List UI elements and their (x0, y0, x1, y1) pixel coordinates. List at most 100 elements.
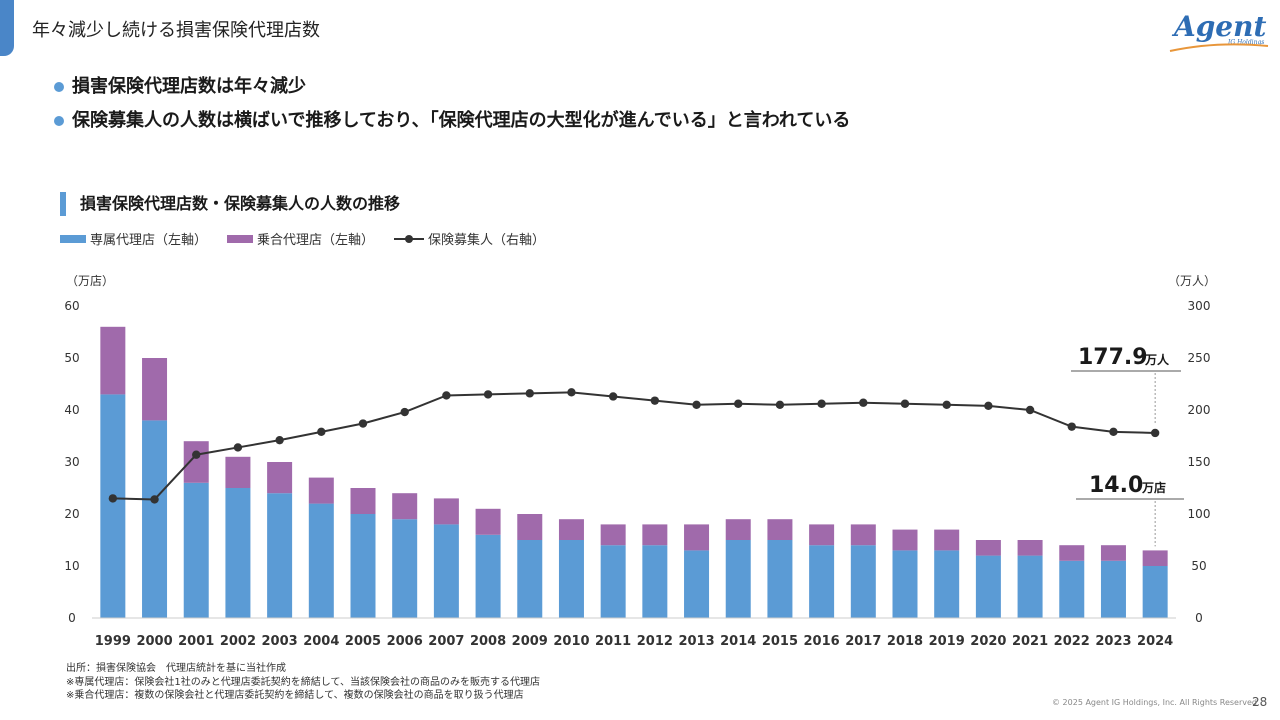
bar-exclusive (267, 493, 293, 618)
bullet-dot-icon (54, 116, 64, 126)
line-layer (108, 388, 1160, 504)
bullet-item: 損害保険代理店数は年々減少 (54, 70, 850, 104)
bar-exclusive (600, 545, 626, 618)
bars-layer (100, 326, 1168, 618)
x-tick-label: 2014 (720, 634, 756, 649)
note-line: ※専属代理店：保険会社1社のみと代理店委託契約を締結して、当該保険会社の商品のみ… (66, 676, 540, 688)
recruiter-point (275, 435, 284, 445)
bar-exclusive (850, 545, 876, 618)
page-title: 年々減少し続ける損害保険代理店数 (32, 20, 320, 41)
recruiter-point (692, 400, 701, 409)
x-tick-label: 2000 (136, 634, 172, 649)
legend-swatch-icon (227, 234, 254, 243)
x-tick-label: 2004 (303, 634, 339, 649)
copyright: © 2025 Agent IG Holdings, Inc. All Right… (1052, 698, 1260, 707)
recruiter-point (150, 495, 159, 504)
x-tick-label: 2023 (1095, 634, 1131, 649)
bar-multi (267, 462, 293, 494)
x-tick-label: 2019 (929, 634, 965, 649)
recruiter-callout-value: 177.9 (1078, 345, 1148, 370)
bar-multi (1100, 545, 1126, 561)
bar-multi (975, 540, 1001, 556)
bar-exclusive (392, 519, 418, 618)
recruiter-point (400, 407, 409, 417)
x-tick-label: 2003 (262, 634, 298, 649)
bar-multi (183, 441, 209, 483)
recruiter-line (112, 391, 1156, 501)
bar-exclusive (1142, 566, 1168, 618)
axis-layer: 1999 2000 2001 2002 2003 2004 2005 2006 2007 2008… (64, 299, 1210, 649)
recruiter-point (900, 399, 910, 408)
bar-multi (850, 524, 876, 546)
bar-exclusive (975, 555, 1001, 618)
bar-multi (725, 519, 751, 540)
bar-exclusive (308, 503, 334, 618)
bar-exclusive (1100, 560, 1126, 618)
bar-exclusive (642, 545, 668, 618)
bar-exclusive (225, 488, 251, 618)
bar-exclusive (809, 545, 835, 618)
recruiter-point (483, 390, 493, 399)
note-line: 出所：損害保険協会 代理店統計を基に当社作成 (66, 663, 286, 674)
recruiter-callout-unit: 万人 (1144, 352, 1170, 367)
x-tick-label: 2013 (678, 634, 714, 649)
recruiter-point (984, 401, 993, 411)
x-tick-label: 2008 (470, 634, 506, 649)
recruiter-point (525, 389, 534, 398)
right-axis-unit: （万人） (1168, 274, 1216, 288)
recruiter-point (817, 399, 826, 408)
bar-exclusive (1059, 560, 1085, 618)
y-left-tick-label: 60 (64, 299, 79, 313)
x-tick-label: 2020 (970, 634, 1006, 649)
legend-item-multi: 乗合代理店（左軸） (227, 229, 374, 248)
bar-exclusive (350, 514, 376, 618)
bar-multi (767, 519, 793, 540)
y-left-tick-label: 0 (68, 611, 76, 625)
source-notes: 出所：損害保険協会 代理店統計を基に当社作成 ※専属代理店：保険会社1社のみと代… (66, 662, 540, 703)
x-tick-label: 2015 (762, 634, 798, 649)
y-left-tick-label: 30 (64, 455, 79, 469)
x-tick-label: 2009 (512, 634, 548, 649)
y-left-tick-label: 50 (64, 351, 79, 365)
x-tick-label: 2024 (1137, 634, 1173, 649)
left-axis-unit: （万店） (66, 274, 114, 288)
bar-multi (1059, 545, 1085, 561)
legend-swatch-icon (60, 234, 86, 243)
bar-multi (350, 488, 376, 514)
bar-multi (600, 524, 626, 546)
bullet-item: 保険募集人の人数は横ばいで推移しており、「保険代理店の大型化が進んでいる」と言わ… (54, 104, 850, 138)
bar-multi (1017, 540, 1043, 556)
company-logo: Agent IG Holdings (1169, 10, 1269, 52)
x-tick-label: 2022 (1054, 634, 1090, 649)
recruiter-point (650, 396, 660, 405)
logo-text: Agent (1171, 10, 1266, 43)
recruiter-point (859, 398, 868, 407)
bar-multi (517, 514, 543, 540)
chart-legend: 専属代理店（左軸） 乗合代理店（左軸） 保険募集人（右軸） (60, 229, 545, 248)
recruiter-point (442, 391, 451, 400)
bar-exclusive (892, 550, 918, 618)
bar-multi (475, 508, 501, 535)
legend-item-recruiters: 保険募集人（右軸） (394, 229, 545, 248)
bar-exclusive (142, 420, 168, 618)
x-tick-label: 2001 (178, 634, 214, 649)
recruiter-point (317, 427, 326, 437)
logo-subtext: IG Holdings (1227, 39, 1264, 46)
bar-exclusive (558, 540, 584, 618)
bar-multi (142, 358, 168, 421)
bar-exclusive (725, 540, 751, 618)
x-tick-label: 1999 (95, 634, 131, 649)
bar-multi (392, 493, 418, 520)
x-tick-label: 2012 (637, 634, 673, 649)
summary-bullets: 損害保険代理店数は年々減少 保険募集人の人数は横ばいで推移しており、「保険代理店… (54, 70, 850, 138)
bullet-dot-icon (54, 82, 64, 92)
y-left-tick-label: 20 (64, 507, 79, 521)
y-left-tick-label: 10 (64, 559, 79, 573)
x-tick-label: 2011 (595, 634, 631, 649)
note-line: ※乗合代理店：複数の保険会社と代理店委託契約を締結して、複数の保険会社の商品を取… (66, 690, 524, 701)
bar-exclusive (517, 540, 543, 618)
x-tick-label: 2002 (220, 634, 256, 649)
recruiter-point (608, 392, 618, 401)
x-tick-label: 2017 (845, 634, 881, 649)
x-tick-label: 2018 (887, 634, 923, 649)
